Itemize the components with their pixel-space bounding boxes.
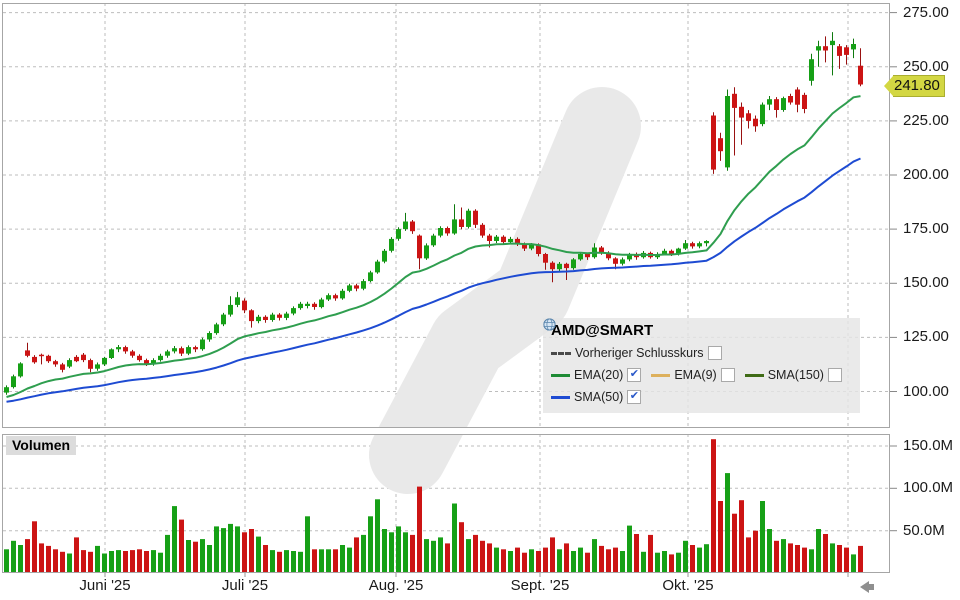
line-sample-icon [551,373,570,377]
price-axis-label: 100.00 [903,382,949,400]
price-axis-label: 275.00 [903,3,949,21]
legend-row: EMA(20) ✔ EMA(9) SMA(150) [543,318,852,386]
price-axis-label: 250.00 [903,57,949,75]
checkbox-unchecked-icon[interactable] [720,368,735,382]
legend-item-label: SMA(50) [574,390,624,404]
line-sample-icon [651,373,671,377]
legend-box: AMD@SMART Vorheriger Schlusskurs EMA(20) ✔… [543,318,860,413]
line-sample-icon [551,395,570,399]
last-price-tag: 241.80 [884,74,945,97]
time-axis-label: Aug. '25 [368,577,424,594]
last-price-value: 241.80 [893,74,945,97]
watermark-slash-icon [378,87,641,427]
checkbox-checked-icon[interactable]: ✔ [627,368,642,382]
volume-axis-label: 150.0M [903,436,954,454]
axes-layer [2,3,897,577]
legend-items: Vorheriger Schlusskurs EMA(20) ✔ EMA(9) SM… [543,318,852,408]
time-axis-label: Juni '25 [79,577,131,594]
price-axis-label: 125.00 [903,328,949,346]
volume-pane [3,435,889,572]
legend-item: SMA(50) ✔ [543,318,644,404]
legend-item: SMA(150) [543,318,845,382]
price-axis-label: 225.00 [903,111,949,129]
volume-axis-label: 50.0M [903,521,945,539]
price-axis-label: 150.00 [903,274,949,292]
volume-bars [4,439,863,572]
legend-symbol: AMD@SMART [551,322,654,339]
time-axis-label: Okt. '25 [662,577,714,594]
legend-title-row: AMD@SMART [543,318,852,342]
checkbox-unchecked-icon[interactable] [827,368,842,382]
time-axis-label: Sept. '25 [510,577,570,594]
line-sample-icon [744,373,764,377]
legend-item-label: SMA(150) [767,368,824,382]
checkbox-checked-icon[interactable]: ✔ [627,390,642,404]
legend-item-label: EMA(20) [574,368,624,382]
ema20-line [6,95,861,398]
legend-item: EMA(9) [543,318,737,382]
time-axis-label: Juli '25 [221,577,269,594]
volume-axis-label: 100.0M [903,479,954,497]
volume-panel-label: Volumen [6,436,77,455]
price-axis-label: 200.00 [903,166,949,183]
candles-layer [4,32,863,395]
legend-item: Vorheriger Schlusskurs [551,346,722,360]
legend-row: Vorheriger Schlusskurs [551,342,852,364]
sma50-line [6,157,861,403]
legend-row: SMA(50) ✔ [543,318,852,408]
legend-item-label: Vorheriger Schlusskurs [575,346,704,360]
legend-item: EMA(20) ✔ [543,318,644,382]
scroll-left-triangle [860,581,869,593]
checkbox-unchecked-icon[interactable] [707,346,722,360]
last-price-tag-arrow [884,75,893,96]
scroll-left-icon[interactable] [860,581,876,593]
scroll-left-tail [869,584,874,590]
price-axis-label: 175.00 [903,220,949,238]
legend-item-label: EMA(9) [674,368,717,382]
dashed-line-sample-icon [551,351,571,355]
